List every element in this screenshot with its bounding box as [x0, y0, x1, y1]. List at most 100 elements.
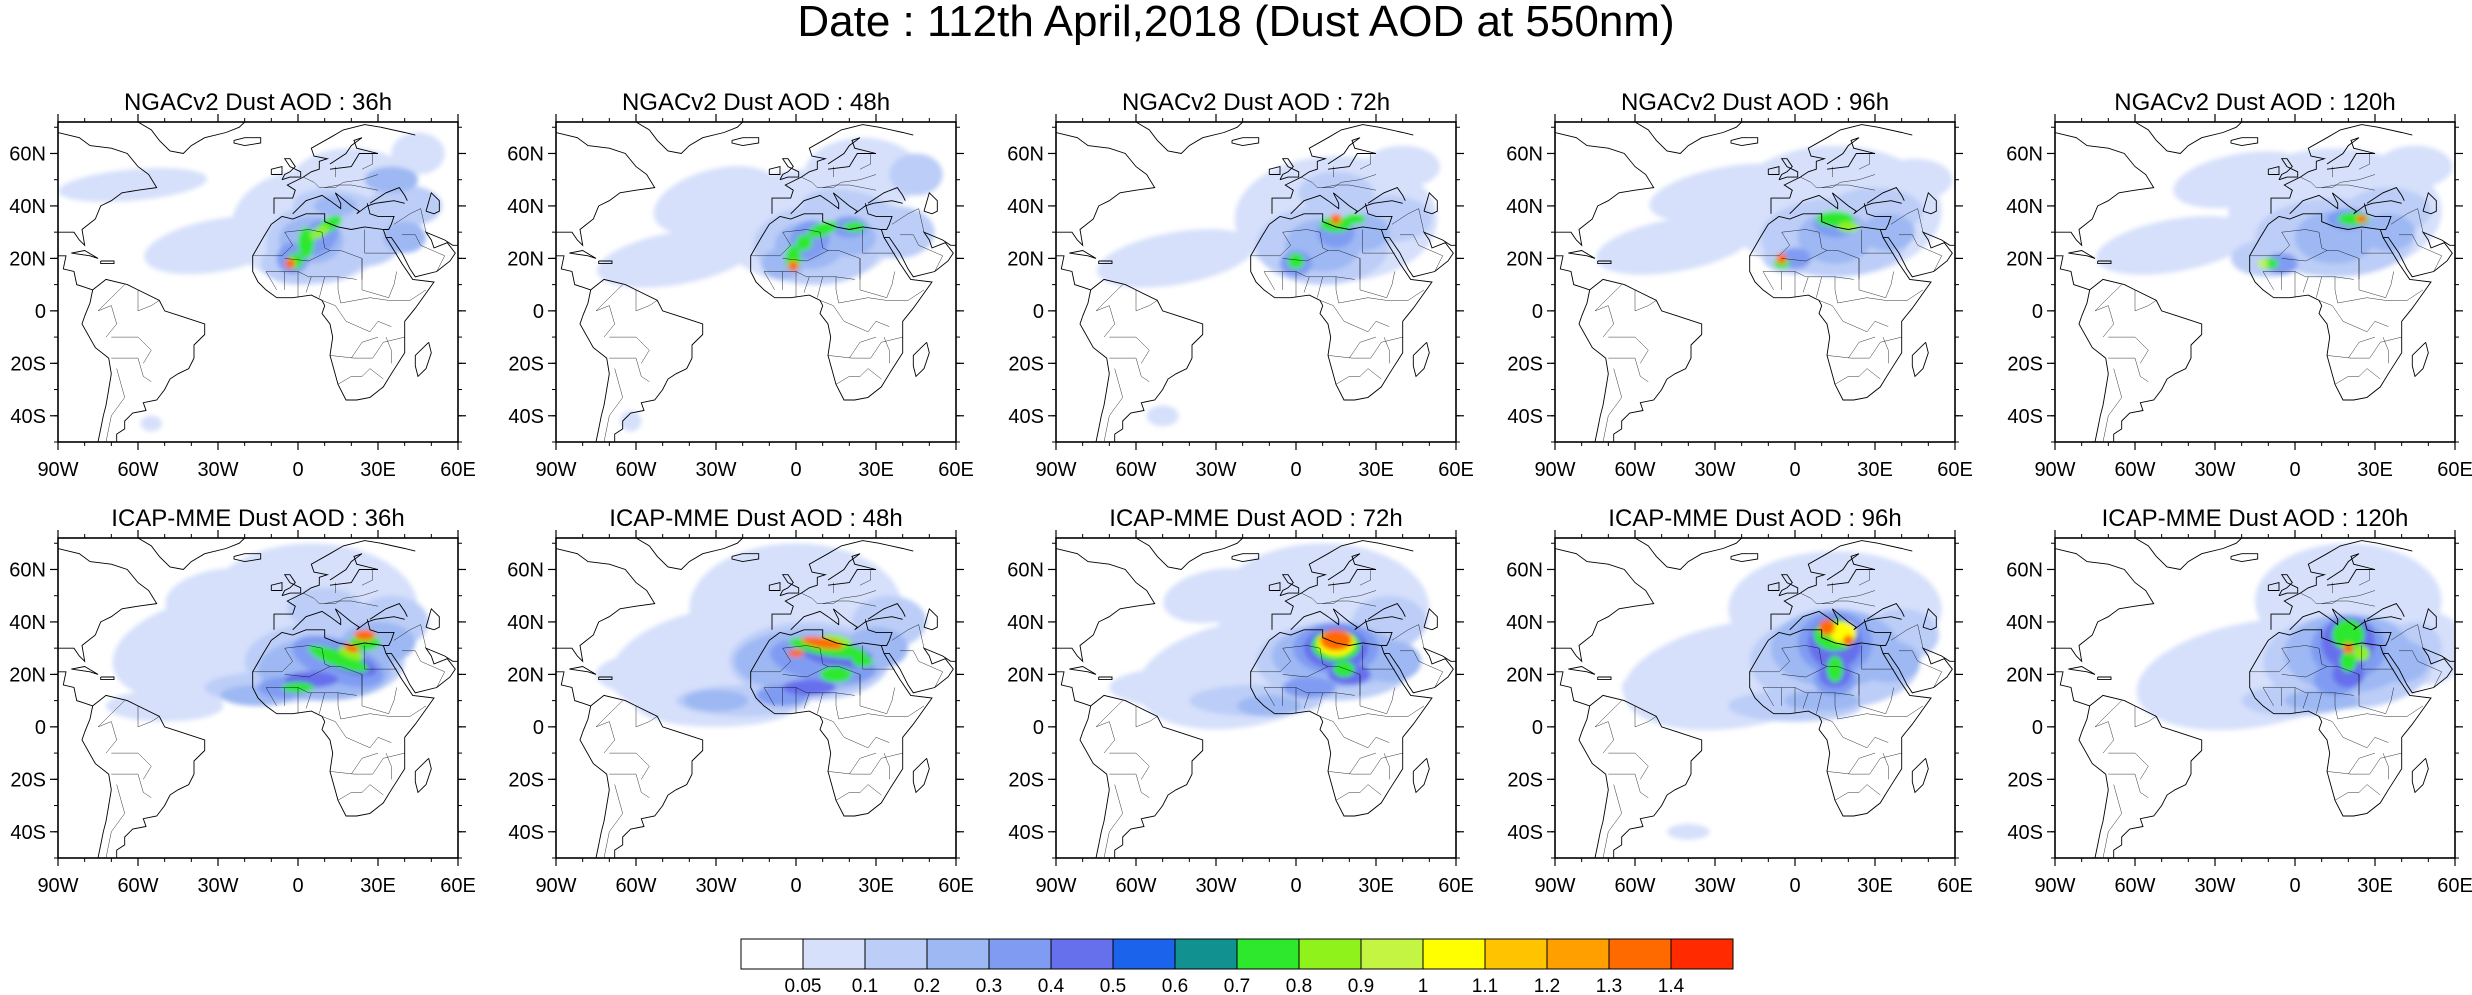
lat-label: 60N: [2006, 143, 2043, 165]
colorbar-label: 1.1: [1472, 976, 1498, 995]
colorbar-label: 1: [1418, 976, 1429, 995]
lon-label: 90W: [37, 459, 78, 481]
country-border: [1103, 784, 1123, 858]
map-plot: 60N 40N 20N 0 20S 40S 90W 60W 30W 0 30E 60E: [1007, 530, 1474, 897]
dust-plume: [1596, 215, 1754, 275]
country-border: [2094, 700, 2122, 728]
coastline: [1231, 137, 1260, 147]
coastline: [768, 166, 781, 175]
lat-label: 0: [1033, 717, 1044, 739]
coastline: [1090, 694, 1204, 858]
coastline: [1250, 213, 1433, 401]
coastline: [1555, 671, 1590, 707]
coastline: [2097, 260, 2112, 265]
lat-label: 40S: [10, 406, 46, 428]
lat-label: 20S: [508, 353, 544, 375]
lon-label: 60E: [440, 875, 476, 897]
coastline: [366, 203, 395, 230]
colorbar-box: [1298, 938, 1362, 970]
coastline: [1056, 255, 1091, 291]
country-border: [827, 336, 903, 359]
country-border: [1400, 650, 1444, 688]
country-border: [364, 645, 397, 670]
dust-plume: [788, 649, 804, 658]
lat-label: 40N: [1007, 196, 1044, 218]
coastline: [1555, 132, 1655, 247]
country-borders: [595, 153, 944, 442]
country-borders: [1095, 153, 1444, 442]
panel-title: ICAP-MME Dust AOD : 96h: [1608, 505, 1902, 532]
country-border: [361, 674, 397, 715]
country-border: [763, 687, 775, 707]
coastline: [386, 647, 458, 694]
dust-plume: [1776, 253, 1787, 264]
coastline: [590, 278, 704, 442]
coastline: [1268, 582, 1281, 591]
coastline: [2078, 731, 2109, 858]
country-border: [2316, 692, 2322, 714]
coastline: [1423, 191, 1438, 215]
coastline: [1384, 647, 1456, 694]
lat-label: 20S: [1507, 353, 1543, 375]
coastline: [270, 582, 283, 591]
coastline: [1364, 203, 1393, 230]
dust-plume: [596, 653, 703, 696]
country-border: [1319, 716, 1390, 749]
plot-frame: [1554, 537, 1956, 859]
lon-label: 30E: [1358, 459, 1394, 481]
country-border: [284, 229, 331, 251]
lat-label: 40N: [9, 196, 46, 218]
dust-plume: [338, 646, 364, 661]
dust-field: [58, 132, 445, 432]
coastline: [1271, 124, 1414, 214]
map-plot: 60N 40N 20N 0 20S 40S 90W 60W 30W 0 30E 60E: [2006, 114, 2472, 481]
country-border: [1800, 174, 1876, 188]
plot-frame: [1055, 121, 1457, 443]
dust-plume: [801, 636, 844, 650]
country-border: [2102, 784, 2122, 858]
country-border: [1848, 336, 1876, 359]
plot-frame: [2054, 537, 2456, 859]
lat-label: 40N: [2006, 196, 2043, 218]
coastline: [598, 260, 613, 265]
country-border: [1282, 229, 1329, 251]
colorbar-box: [1112, 938, 1176, 970]
coastline: [2089, 694, 2203, 858]
country-border: [782, 229, 829, 251]
country-border: [1095, 305, 1115, 338]
country-border: [97, 305, 117, 338]
colorbar-label: 0.9: [1348, 976, 1374, 995]
country-border: [1858, 569, 1870, 586]
country-border: [1890, 208, 1924, 233]
country-border: [2108, 773, 2149, 798]
lat-label: 20N: [1007, 248, 1044, 270]
country-border: [1594, 721, 1614, 754]
map-plot: 60N 40N 20N 0 20S 40S 90W 60W 30W 0 30E 60E: [507, 114, 974, 481]
country-border: [1335, 784, 1382, 801]
colorbar-box: [864, 938, 928, 970]
coastline: [1778, 158, 1799, 181]
coastline: [1412, 757, 1430, 794]
coastline: [1866, 187, 1905, 204]
lon-label: 60E: [938, 875, 974, 897]
coastline: [1730, 137, 1759, 147]
country-border: [137, 705, 160, 728]
country-border: [2102, 368, 2122, 442]
colorbar-box: [1360, 938, 1424, 970]
country-borders: [97, 153, 446, 442]
country-border: [105, 368, 125, 442]
lat-label: 0: [2032, 301, 2043, 323]
lon-label: 60E: [440, 459, 476, 481]
coastline: [1922, 191, 1937, 215]
country-border: [1608, 773, 1649, 798]
coastline: [864, 619, 893, 646]
lon-label: 90W: [1534, 875, 1575, 897]
country-border: [2300, 174, 2376, 188]
country-border: [1303, 276, 1310, 293]
plot-frame: [1554, 121, 1956, 443]
lat-label: 20N: [2006, 248, 2043, 270]
coastline: [252, 213, 435, 401]
coastline: [2383, 231, 2455, 278]
colorbar-box: [802, 938, 866, 970]
coastline: [1079, 315, 1110, 442]
